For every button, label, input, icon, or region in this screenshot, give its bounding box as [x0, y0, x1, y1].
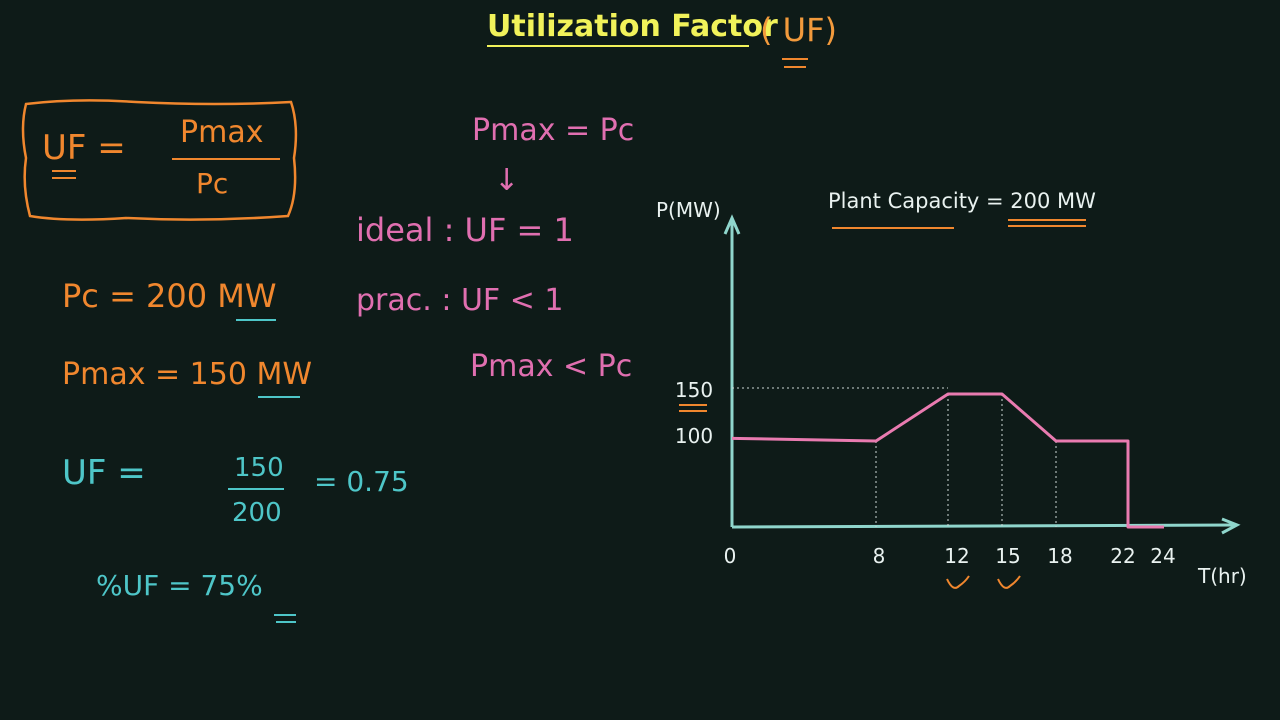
title-abbreviation: ( UF) [760, 11, 837, 49]
percent-uf-underline-1 [274, 614, 296, 616]
pc-value-line: Pc = 200 MW [62, 277, 277, 315]
down-arrow-icon: ↓ [494, 163, 520, 198]
plant-capacity-annotation: Plant Capacity = 200 MW [828, 189, 1096, 213]
ideal-case: ideal : UF = 1 [356, 211, 574, 249]
x-tick-label: 12 [944, 544, 969, 568]
uf-calc-numerator: 150 [234, 453, 284, 483]
formula-fraction-bar [172, 158, 280, 160]
y-axis-label: P(MW) [656, 198, 721, 222]
x-axis [731, 523, 1237, 529]
uf-calc-result: = 0.75 [314, 465, 409, 498]
formula-lhs: UF = [42, 128, 126, 168]
uf-calc-denominator: 200 [232, 498, 282, 528]
formula-uf-underline-1 [52, 170, 76, 172]
x-axis-arrowhead [1221, 517, 1241, 535]
y-tick-label: 150 [675, 378, 713, 402]
abbr-underline-1 [782, 58, 808, 60]
x-tick-label: 0 [724, 544, 737, 568]
y-axis-arrowhead [723, 214, 741, 235]
page-title: Utilization Factor [487, 9, 778, 44]
annotation-underline-1 [832, 227, 954, 229]
percent-uf-line: %UF = 75% [96, 569, 263, 602]
title-underline [487, 45, 749, 47]
x-tick-label: 18 [1047, 544, 1072, 568]
formula-numerator: Pmax [180, 115, 264, 150]
pmax-unit-underline [258, 396, 300, 398]
pmax-equals-pc: Pmax = Pc [472, 113, 635, 148]
uf-calc-lhs: UF = [62, 453, 146, 493]
pmax-less-than-pc: Pmax < Pc [470, 349, 633, 384]
x-tick-label: 24 [1150, 544, 1175, 568]
practical-case: prac. : UF < 1 [356, 283, 564, 318]
check-mark-icon [997, 575, 1021, 589]
annotation-underline-2 [1008, 219, 1086, 221]
x-tick-label: 8 [873, 544, 886, 568]
pmax-value-line: Pmax = 150 MW [62, 357, 313, 392]
pc-unit-underline [236, 319, 276, 321]
annotation-underline-3 [1008, 225, 1086, 227]
x-axis-label: T(hr) [1198, 564, 1247, 588]
y-tick-label: 100 [675, 424, 713, 448]
uf-calc-fraction-bar [228, 488, 284, 490]
formula-denominator: Pc [196, 167, 229, 200]
formula-box [21, 99, 298, 221]
abbr-underline-2 [784, 66, 806, 68]
x-tick-label: 15 [995, 544, 1020, 568]
load-curve-series [731, 392, 1164, 529]
check-mark-icon [946, 575, 970, 589]
formula-uf-underline-2 [52, 177, 76, 179]
x-tick-label: 22 [1110, 544, 1135, 568]
percent-uf-underline-2 [276, 621, 296, 623]
